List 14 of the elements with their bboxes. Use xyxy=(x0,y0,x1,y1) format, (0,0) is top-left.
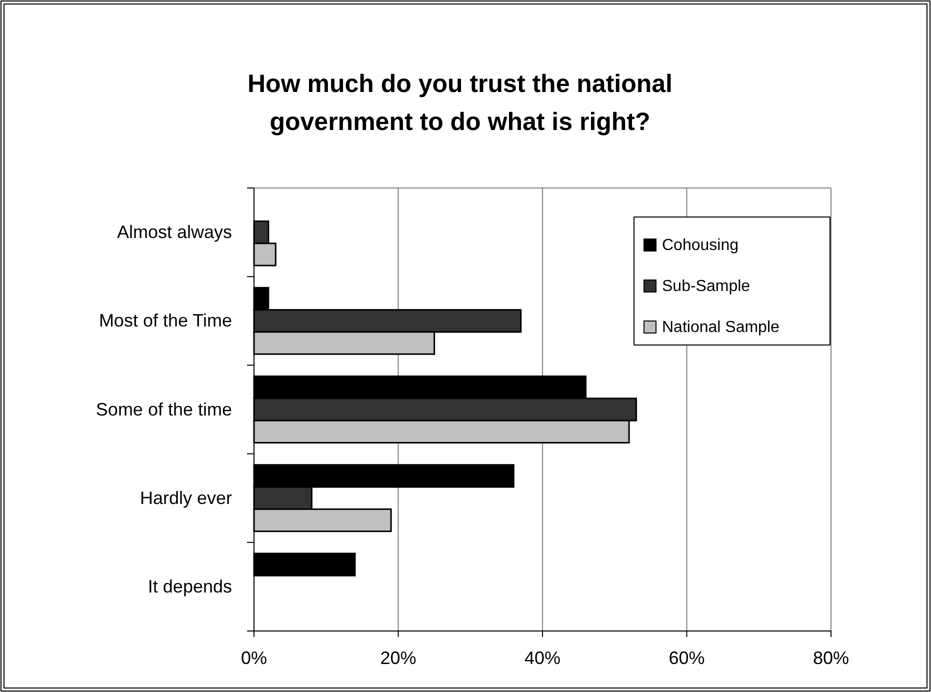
x-tick-label: 60% xyxy=(668,648,705,668)
x-tick-label: 0% xyxy=(240,648,268,668)
legend-label: Sub-Sample xyxy=(662,278,750,295)
y-tick-label: Most of the Time xyxy=(98,310,232,331)
x-tick-label: 40% xyxy=(524,648,561,668)
y-tick-label: It depends xyxy=(148,576,232,596)
x-tick-label: 80% xyxy=(812,648,850,668)
legend-label: National Sample xyxy=(662,319,780,336)
y-tick-label: Hardly ever xyxy=(140,488,232,508)
chart-title: How much do you trust the national government to do what is right? xyxy=(248,70,672,136)
legend-label: Cohousing xyxy=(662,237,738,254)
y-tick-label: Some of the time xyxy=(96,399,232,420)
y-tick-label: Almost always xyxy=(116,222,232,242)
x-tick-label: 20% xyxy=(380,648,416,668)
